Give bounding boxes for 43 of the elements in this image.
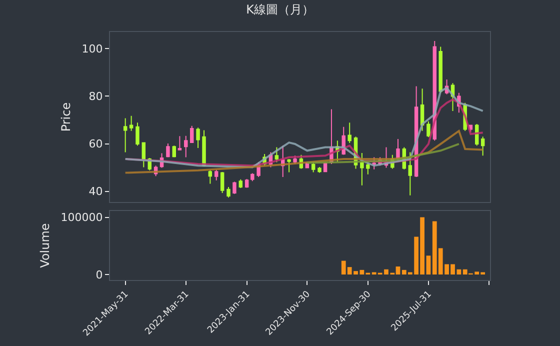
candlestick (123, 118, 128, 153)
candlestick (244, 178, 249, 188)
candlestick (142, 142, 146, 168)
line-series (124, 130, 484, 174)
y-axis-title: Price (59, 102, 74, 132)
candlestick (420, 88, 424, 132)
candlestick (426, 120, 430, 138)
chart-title: K線圖（月） (246, 2, 314, 17)
candlestick (178, 136, 182, 151)
y-tick-label: 100000 (60, 211, 103, 224)
candlestick (129, 115, 134, 132)
candlestick (196, 127, 200, 149)
y-tick-label: 80 (88, 90, 103, 104)
candlestick (172, 145, 176, 158)
candlestick (293, 155, 297, 164)
y-tick-label: 0 (96, 268, 103, 282)
candlestick (136, 122, 140, 146)
candlestick (348, 122, 352, 144)
candlestick (250, 172, 254, 182)
candlestick (311, 161, 316, 173)
candlestick (190, 125, 194, 144)
candlestick (238, 178, 243, 188)
y-tick-label: 60 (88, 138, 103, 151)
candlestick (214, 169, 218, 181)
y-tick-label: 100 (82, 42, 103, 56)
candlestick (184, 135, 188, 158)
line-series (306, 142, 460, 164)
candlestick (226, 186, 230, 198)
candlestick (318, 166, 322, 174)
candlestick (360, 152, 364, 186)
line-series (124, 86, 484, 168)
candlestick (220, 172, 224, 194)
candlestick (408, 152, 412, 196)
y-axis-title: Volume (38, 223, 52, 268)
candlestick (480, 136, 485, 156)
candlestick (274, 146, 279, 163)
candlestick (166, 143, 170, 158)
candlestick (366, 162, 370, 175)
candlestick (208, 169, 212, 184)
candlestick (287, 158, 291, 173)
candlestick (232, 181, 236, 194)
bar (426, 256, 431, 275)
y-tick-label: 40 (88, 185, 103, 198)
